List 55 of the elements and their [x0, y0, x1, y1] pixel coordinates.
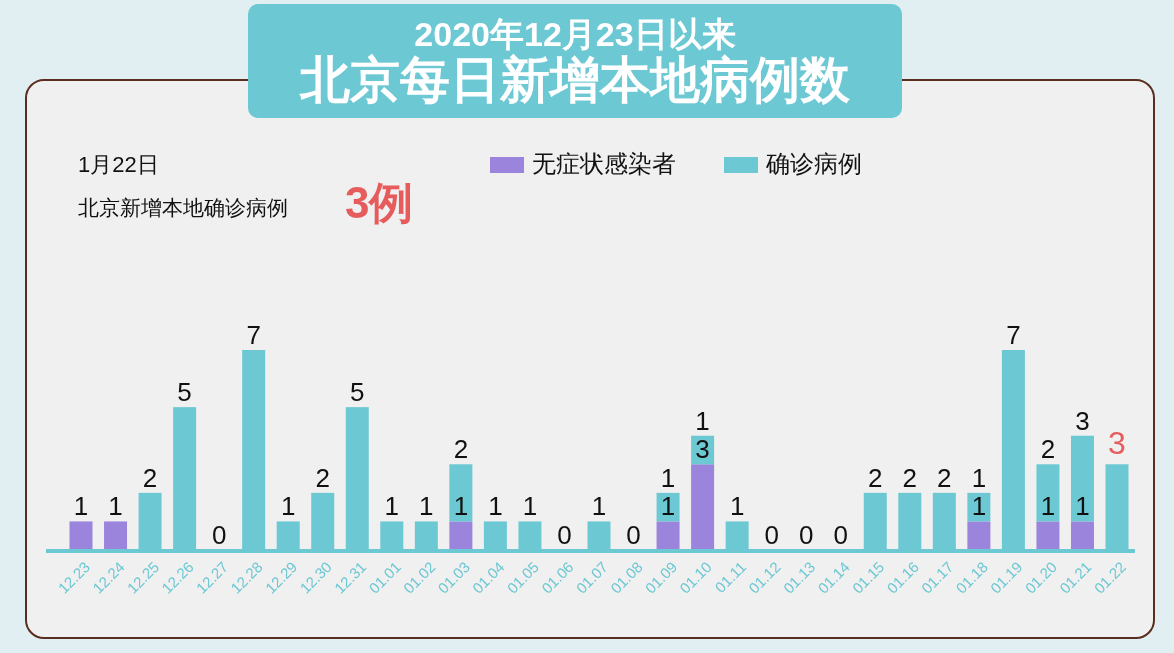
data-label: 1: [73, 491, 89, 522]
bar: [1036, 464, 1060, 522]
bar: [1070, 435, 1094, 522]
text: 1月22日: [78, 152, 159, 177]
bar: [656, 521, 680, 550]
chart-subtitle: 北京每日新增本地病例数: [299, 52, 851, 108]
data-label: 0: [557, 520, 572, 550]
data-label: 7: [1006, 320, 1021, 350]
bar: [69, 521, 93, 550]
bar: [1036, 521, 1060, 550]
legend-label: 无症状感染者: [532, 150, 676, 177]
text: 北京新增本地确诊病例: [78, 196, 288, 219]
bar: [967, 521, 991, 550]
bar: [449, 521, 473, 550]
data-label: 7: [246, 320, 261, 350]
data-label: 0: [798, 520, 814, 550]
data-label: 1: [660, 462, 676, 493]
data-label: 2: [902, 462, 918, 493]
data-label: 1: [591, 491, 607, 522]
data-label: 1: [1075, 491, 1090, 522]
bar: [691, 464, 715, 550]
text: 3例: [345, 178, 414, 227]
data-label: 1: [108, 491, 123, 522]
data-label: 2: [868, 462, 883, 493]
data-label: 3: [695, 434, 710, 465]
bar: [1070, 521, 1094, 550]
legend-label: 确诊病例: [765, 150, 862, 177]
data-label: 1: [453, 491, 469, 522]
data-label: 0: [833, 520, 848, 550]
data-label: 1: [384, 491, 400, 522]
data-label: 0: [211, 520, 227, 550]
chart-title: 2020年12月23日以来: [414, 15, 736, 53]
data-label: 1: [695, 405, 710, 436]
data-label: 1: [1040, 491, 1056, 522]
data-label: 1: [971, 491, 987, 522]
bar: [104, 521, 128, 550]
data-label: 1: [660, 491, 676, 522]
data-label: 1: [280, 491, 296, 522]
data-label: 2: [315, 462, 330, 493]
data-label: 2: [453, 434, 469, 465]
data-label: 3: [1075, 405, 1090, 436]
data-label: 0: [764, 520, 779, 550]
data-label: 1: [522, 491, 538, 522]
bar: [449, 464, 473, 522]
data-label: 5: [350, 377, 365, 408]
data-label: 0: [626, 520, 641, 550]
data-label: 1: [488, 491, 503, 522]
data-label: 2: [142, 462, 158, 493]
data-label: 1: [729, 491, 745, 522]
data-label: 1: [419, 491, 434, 522]
data-label: 2: [1040, 434, 1056, 465]
data-label: 5: [177, 377, 192, 408]
data-label: 1: [971, 462, 987, 493]
annotation: 3: [1108, 425, 1126, 462]
data-label: 2: [937, 462, 952, 493]
